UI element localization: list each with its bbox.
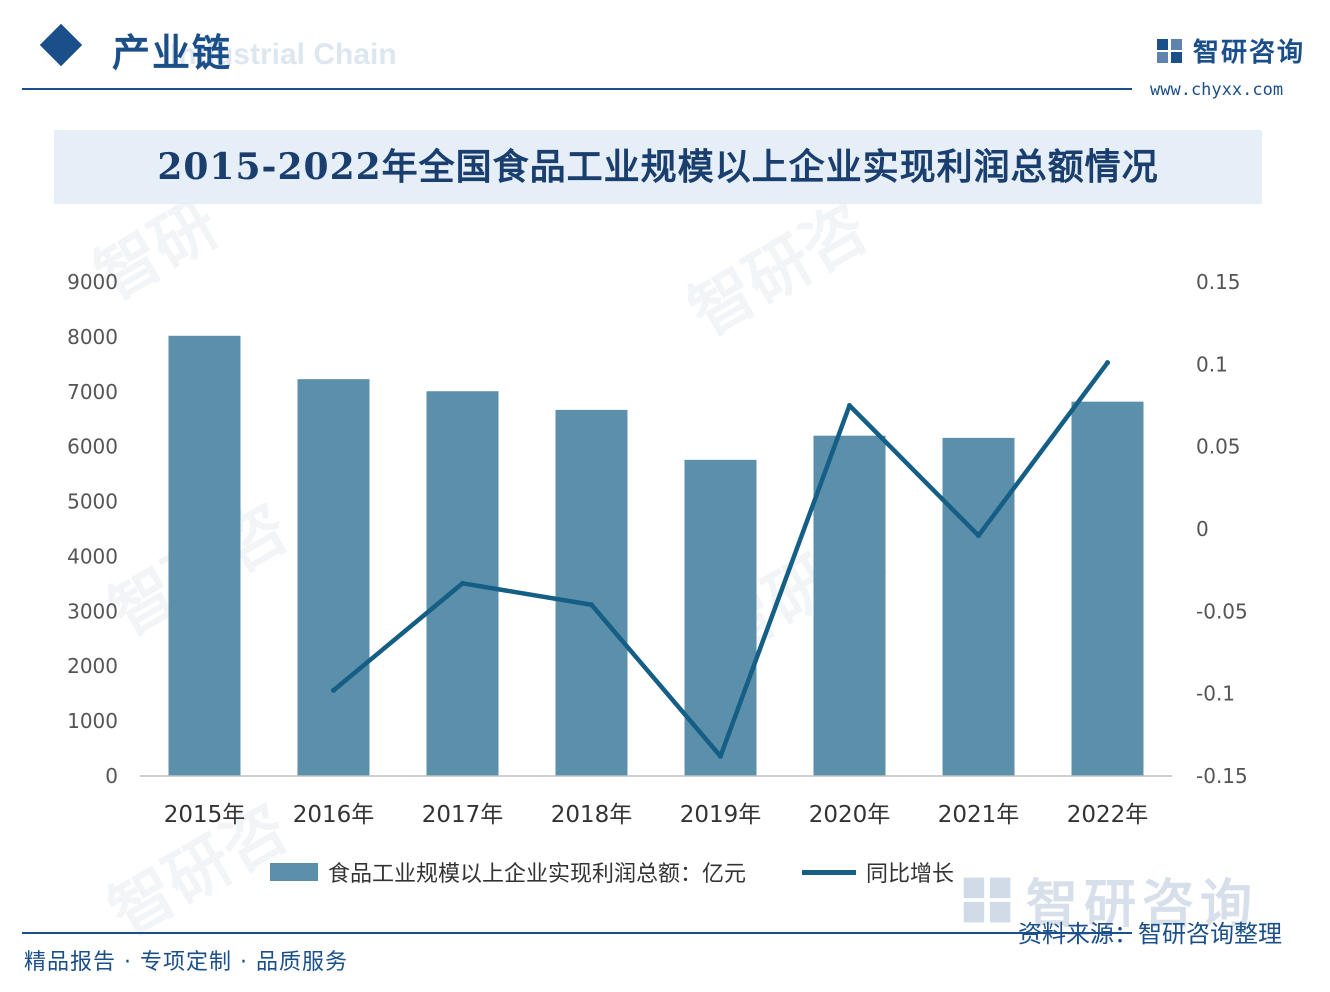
chart-legend: 食品工业规模以上企业实现利润总额：亿元 同比增长 (270, 856, 954, 888)
y-right-tick-label: 0.05 (1196, 435, 1241, 459)
y-left-tick-label: 4000 (67, 544, 118, 568)
brand-url: www.chyxx.com (1150, 80, 1284, 100)
y-right-tick-label: -0.05 (1196, 599, 1248, 623)
growth-point (718, 753, 723, 759)
legend-line-swatch (802, 869, 857, 875)
y-left-tick-label: 1000 (67, 709, 118, 733)
bar (1071, 401, 1144, 776)
x-tick-label: 2015年 (164, 802, 246, 828)
y-left-tick-label: 8000 (67, 325, 118, 349)
y-right-tick-label: 0 (1196, 517, 1209, 541)
growth-point (589, 602, 594, 608)
x-tick-label: 2017年 (422, 802, 504, 828)
section-subtitle: Industrial Chain (170, 38, 397, 71)
y-left-tick-label: 2000 (67, 654, 118, 678)
footer-slogan: 精品报告 · 专项定制 · 品质服务 (24, 950, 348, 975)
x-tick-label: 2016年 (293, 802, 375, 828)
y-left-tick-label: 3000 (67, 599, 118, 623)
data-source: 资料来源：智研咨询整理 (1018, 920, 1282, 948)
bar (942, 437, 1015, 776)
y-left-tick-label: 0 (105, 764, 118, 788)
y-right-tick-label: 0.1 (1196, 352, 1228, 376)
y-left-tick-label: 7000 (67, 380, 118, 404)
legend-bar-swatch (270, 863, 318, 881)
brand-logo-icon (1157, 38, 1182, 63)
section-title: 产业链 (112, 30, 233, 75)
footer-divider (22, 932, 1132, 934)
bar (297, 379, 370, 776)
y-right-tick-label: -0.15 (1196, 764, 1248, 788)
brand-name: 智研咨询 (1193, 38, 1306, 68)
x-tick-label: 2019年 (680, 802, 762, 828)
header-divider (22, 88, 1132, 90)
growth-point (847, 403, 852, 408)
bar (813, 435, 886, 776)
growth-point (976, 533, 981, 539)
footer-logo-icon (963, 877, 1011, 922)
x-tick-label: 2018年 (551, 802, 633, 828)
y-left-tick-label: 5000 (67, 490, 118, 514)
chart-title: 2015-2022年全国食品工业规模以上企业实现利润总额情况 (157, 146, 1159, 188)
legend-line-label: 同比增长 (866, 862, 955, 887)
y-left-tick-label: 6000 (67, 435, 118, 459)
title-band (54, 130, 1262, 204)
growth-point (1105, 360, 1110, 366)
growth-point (460, 580, 465, 586)
y-left-tick-label: 9000 (67, 270, 118, 294)
footer-brand-name: 智研咨询 (1026, 875, 1259, 935)
brand: 智研咨询 (1155, 32, 1305, 69)
legend-bar-label: 食品工业规模以上企业实现利润总额：亿元 (328, 862, 747, 887)
bar (684, 459, 757, 776)
growth-point (331, 687, 336, 693)
bar (555, 409, 628, 776)
y-right-tick-label: -0.1 (1196, 682, 1235, 706)
y-right-tick-label: 0.15 (1196, 270, 1241, 294)
x-tick-label: 2021年 (938, 802, 1020, 828)
bar (168, 335, 241, 776)
x-tick-label: 2022年 (1067, 802, 1149, 828)
x-tick-label: 2020年 (809, 802, 891, 828)
footer-brand: 智研咨询 (960, 862, 1258, 937)
